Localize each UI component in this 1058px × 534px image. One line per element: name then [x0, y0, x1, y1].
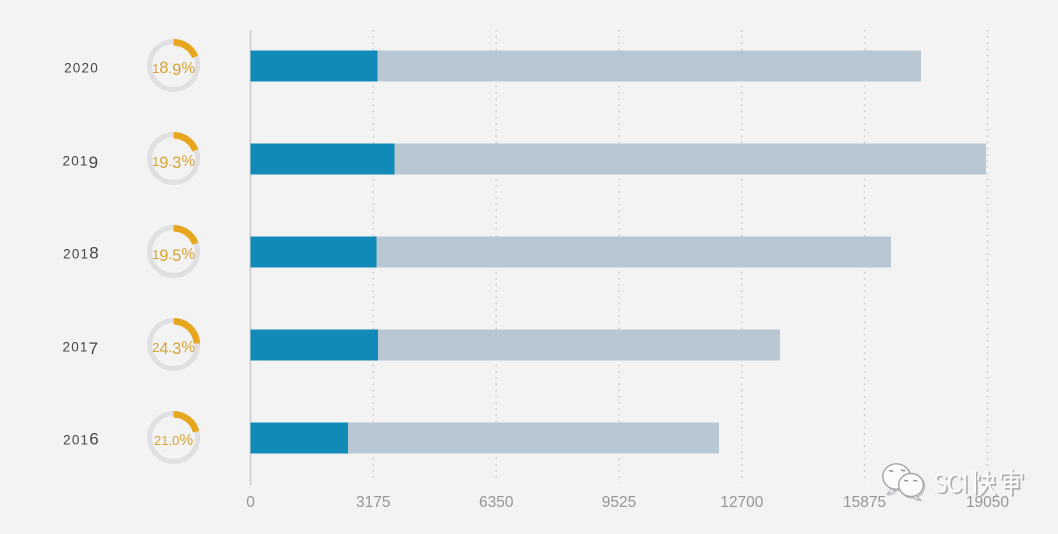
svg-text:9525: 9525 — [602, 494, 636, 511]
svg-text:2020: 2020 — [64, 61, 99, 76]
svg-text:SCI: SCI — [934, 469, 969, 499]
svg-text:2017: 2017 — [62, 339, 99, 358]
svg-text:2019: 2019 — [62, 153, 99, 172]
svg-text:19 .5 %: 19 .5 % — [152, 246, 195, 265]
svg-text:SCI: SCI — [935, 470, 970, 500]
svg-text:19 .3 %: 19 .3 % — [152, 153, 195, 172]
svg-text:3175: 3175 — [356, 494, 390, 511]
svg-text:12700: 12700 — [720, 494, 763, 511]
svg-text:21.0%: 21.0% — [154, 432, 193, 449]
svg-text:2016: 2016 — [63, 430, 100, 449]
svg-text:24 .3 %: 24 .3 % — [152, 339, 195, 358]
svg-text:19050: 19050 — [966, 494, 1009, 511]
svg-text:6350: 6350 — [479, 494, 514, 511]
svg-text:0: 0 — [246, 494, 255, 511]
svg-text:18.9 %: 18.9 % — [152, 59, 195, 79]
svg-text:15875: 15875 — [843, 494, 886, 511]
svg-text:2018: 2018 — [63, 244, 100, 263]
